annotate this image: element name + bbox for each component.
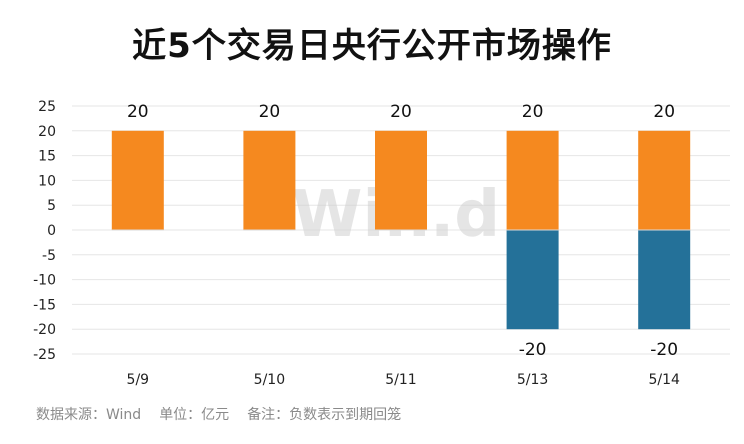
x-tick-label: 5/9 <box>127 372 150 388</box>
y-tick-label: 25 <box>38 99 56 115</box>
bars <box>111 130 691 330</box>
y-tick-label: -25 <box>33 347 56 363</box>
y-tick-label: 0 <box>47 223 56 239</box>
footer-note: 备注：负数表示到期回笼 <box>247 407 402 423</box>
x-tick-label: 5/10 <box>254 372 285 388</box>
footer-source: 数据来源：Wind <box>36 407 142 423</box>
x-tick-label: 5/14 <box>648 372 680 388</box>
data-label-positive: 20 <box>259 102 281 122</box>
y-tick-label: -20 <box>33 322 56 338</box>
data-label-negative: -20 <box>650 340 678 360</box>
bar-series-1-4 <box>638 230 691 330</box>
footer: 数据来源：Wind 单位：亿元 备注：负数表示到期回笼 <box>36 404 419 424</box>
data-label-positive: 20 <box>390 102 412 122</box>
bar-series-0-4 <box>638 130 691 230</box>
y-tick-label: -15 <box>33 297 56 313</box>
y-tick-label: -10 <box>33 273 56 289</box>
bar-series-0-1 <box>243 130 296 230</box>
x-tick-label: 5/11 <box>385 372 416 388</box>
footer-unit: 单位：亿元 <box>159 407 230 423</box>
data-label-positive: 20 <box>522 102 544 122</box>
y-tick-label: 15 <box>38 149 56 165</box>
y-tick-label: 20 <box>38 124 56 140</box>
data-labels: 20 20 20 20 20 -20 -20 <box>127 102 678 360</box>
x-axis-ticks: 5/9 5/10 5/11 5/13 5/14 <box>127 372 680 388</box>
chart-title: 近5个交易日央行公开市场操作 <box>132 26 612 66</box>
bar-series-1-3 <box>506 230 559 330</box>
data-label-positive: 20 <box>653 102 675 122</box>
bar-series-0-0 <box>111 130 164 230</box>
data-label-negative: -20 <box>519 340 547 360</box>
data-label-positive: 20 <box>127 102 149 122</box>
bar-series-0-2 <box>375 130 427 230</box>
bar-series-0-3 <box>506 130 559 230</box>
y-tick-label: 10 <box>38 173 56 189</box>
x-tick-label: 5/13 <box>517 372 548 388</box>
y-tick-label: -5 <box>42 248 56 264</box>
y-axis-ticks: 25 20 15 10 5 0 -5 -10 -15 -20 -25 <box>33 99 56 363</box>
y-tick-label: 5 <box>47 198 56 214</box>
